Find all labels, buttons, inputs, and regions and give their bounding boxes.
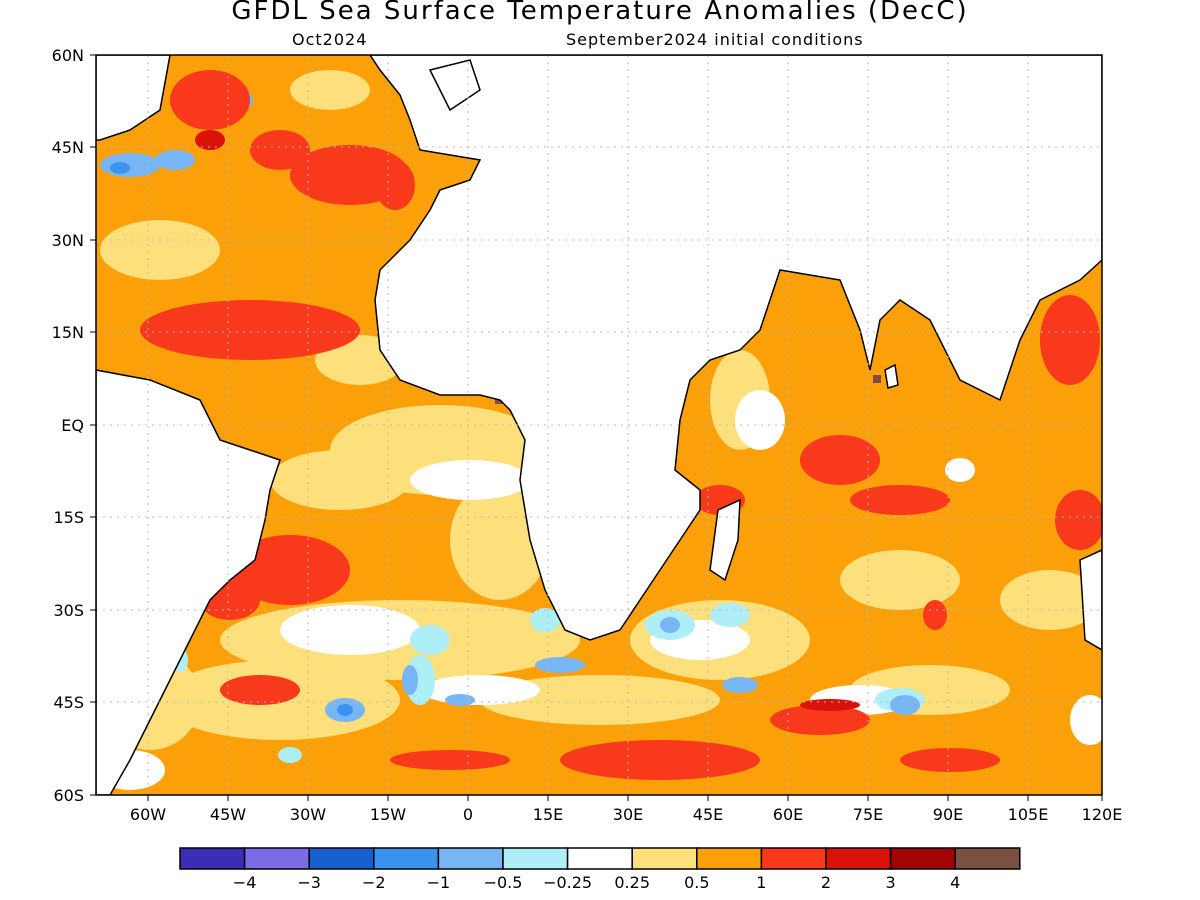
lon-label: 45W — [210, 805, 246, 824]
lat-label: 30N — [52, 231, 84, 250]
land — [96, 55, 1102, 795]
lon-labels: 60W 45W 30W 15W 0 15E 30E 45E 60E 75E 90… — [130, 805, 1122, 824]
graticule — [96, 55, 1102, 795]
madagascar — [709, 498, 741, 582]
anomaly-field — [96, 55, 1102, 795]
colorbar-label: 4 — [950, 873, 960, 892]
colorbar-swatch — [179, 847, 246, 870]
colorbar-label: 0.5 — [684, 873, 709, 892]
lat-ticks — [90, 54, 96, 796]
colorbar-swatch — [696, 847, 763, 870]
lon-ticks — [147, 795, 1103, 801]
colorbar-label: −0.25 — [543, 873, 592, 892]
lon-label: 75E — [853, 805, 883, 824]
colorbar-label: 1 — [756, 873, 766, 892]
lon-label: 45E — [693, 805, 723, 824]
colorbar-swatch — [502, 847, 569, 870]
lon-label: 30W — [290, 805, 326, 824]
initial-conditions: September2024 initial conditions — [566, 30, 864, 49]
lon-label: 120E — [1082, 805, 1123, 824]
australia — [1079, 549, 1102, 651]
lon-label: 15E — [533, 805, 563, 824]
colorbar-labels: −4 −3 −2 −1 −0.5 −0.25 0.25 0.5 1 2 3 4 — [233, 873, 960, 892]
lon-label: 90E — [933, 805, 963, 824]
colorbar-swatch — [437, 847, 504, 870]
lat-label: EQ — [61, 416, 84, 435]
colorbar-label: −0.5 — [484, 873, 523, 892]
sri-lanka — [884, 363, 899, 389]
forecast-month: Oct2024 — [292, 30, 368, 49]
lat-label: 60S — [53, 786, 84, 805]
lon-label: 0 — [463, 805, 473, 824]
lon-label: 60E — [773, 805, 803, 824]
colorbar-swatch — [631, 847, 698, 870]
lon-label: 15W — [370, 805, 406, 824]
lat-label: 15N — [52, 323, 84, 342]
colorbar-label: −3 — [297, 873, 321, 892]
africa-europe-asia — [369, 55, 1102, 641]
lat-labels: 60N 45N 30N 15N EQ 15S 30S 45S 60S — [52, 46, 84, 805]
colorbar-label: −2 — [362, 873, 386, 892]
colorbar-label: −1 — [427, 873, 451, 892]
anomaly-1-2 — [140, 70, 1102, 780]
colorbar-swatch — [373, 847, 440, 870]
colorbar-swatch — [243, 847, 310, 870]
colorbar-label: −4 — [233, 873, 257, 892]
anomaly-minus-1 — [110, 162, 353, 716]
colorbar-swatch — [566, 847, 633, 870]
colorbar-swatch — [954, 847, 1021, 870]
north-america — [96, 55, 171, 141]
lat-label: 15S — [53, 508, 84, 527]
colorbar-swatch — [889, 847, 956, 870]
lat-label: 30S — [53, 601, 84, 620]
lon-label: 105E — [1008, 805, 1049, 824]
south-america — [96, 369, 281, 795]
colorbar-label: 2 — [821, 873, 831, 892]
colorbar-label: 0.25 — [614, 873, 650, 892]
lat-label: 45S — [53, 693, 84, 712]
colorbar-swatch — [760, 847, 827, 870]
lat-label: 60N — [52, 46, 84, 65]
lat-label: 45N — [52, 138, 84, 157]
colorbar-swatch — [308, 847, 375, 870]
lon-label: 30E — [613, 805, 643, 824]
colorbar — [179, 847, 1021, 870]
map-title: GFDL Sea Surface Temperature Anomalies (… — [231, 0, 969, 26]
colorbar-label: 3 — [886, 873, 896, 892]
lon-label: 60W — [130, 805, 166, 824]
colorbar-swatch — [825, 847, 892, 870]
